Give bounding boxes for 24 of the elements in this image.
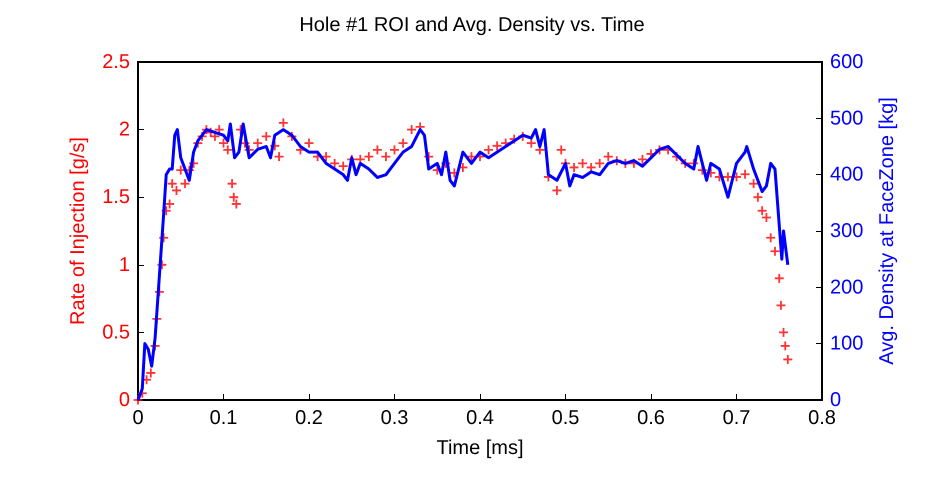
y2-tick-label: 600 [830, 51, 864, 73]
x-tick-label: 0.3 [380, 407, 408, 429]
y-tick-label: 2.5 [102, 51, 130, 73]
x-tick-label: 0.6 [637, 407, 665, 429]
y-axis-title: Rate of Injection [g/s] [67, 137, 89, 325]
x-tick-label: 0 [132, 407, 144, 429]
y2-tick-label: 200 [830, 276, 864, 298]
y-tick-label: 1 [118, 254, 130, 276]
y2-tick-label: 500 [830, 107, 864, 130]
x-tick-label: 0.5 [552, 407, 580, 429]
y-tick-label: 2 [118, 118, 130, 141]
y-tick-label: 1.5 [102, 186, 130, 208]
y2-tick-label: 100 [830, 332, 864, 355]
x-tick-label: 0.2 [295, 407, 323, 429]
y-tick-label: 0 [118, 389, 130, 411]
y2-tick-label: 300 [830, 220, 864, 242]
y2-axis-title: Avg. Density at FaceZone [kg] [876, 97, 898, 365]
x-axis-title: Time [ms] [436, 437, 524, 459]
y-tick-label: 0.5 [102, 321, 130, 344]
x-tick-label: 0.1 [210, 407, 238, 429]
chart-title: Hole #1 ROI and Avg. Density vs. Time [299, 14, 645, 36]
x-tick-label: 0.7 [722, 407, 750, 429]
x-tick-label: 0.4 [466, 407, 494, 429]
y2-tick-label: 400 [830, 164, 864, 186]
